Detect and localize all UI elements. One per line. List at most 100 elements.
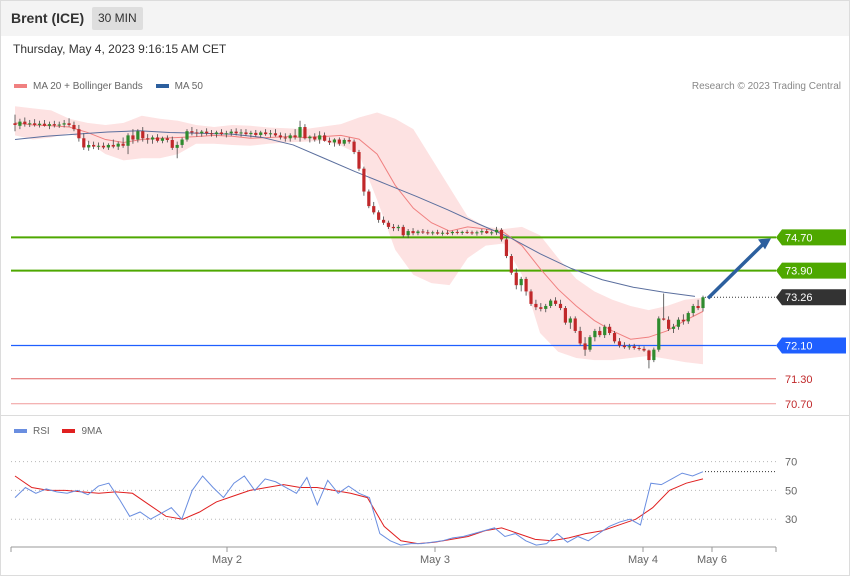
- level-tag-74.70: [776, 229, 846, 246]
- candle-body: [411, 231, 415, 234]
- candle-body: [165, 138, 169, 140]
- candle-body: [33, 123, 37, 125]
- ma20-legend-label: MA 20 + Bollinger Bands: [33, 81, 143, 92]
- candle-body: [47, 124, 51, 126]
- x-tick-label: May 2: [212, 554, 242, 566]
- level-tag-73.26: [776, 289, 846, 306]
- candle-body: [637, 348, 641, 349]
- candle-body: [539, 307, 543, 309]
- candle-body: [214, 132, 219, 135]
- candle-body: [244, 132, 248, 135]
- candle-body: [72, 124, 76, 130]
- candle-body: [352, 141, 356, 153]
- candle-body: [337, 139, 341, 144]
- rsi-ma-line: [14, 475, 704, 545]
- candle-body: [293, 135, 297, 138]
- candle-body: [681, 319, 685, 322]
- rsi-tick-label-70: 70: [785, 457, 797, 469]
- candle-body: [308, 136, 312, 139]
- candle-body: [480, 231, 484, 233]
- candle-body: [205, 131, 209, 134]
- candle-body: [686, 313, 690, 322]
- rsi-ma-legend-label: 9MA: [81, 426, 103, 437]
- candle-body: [116, 143, 120, 147]
- candle-body: [141, 131, 145, 139]
- candle-body: [342, 139, 346, 144]
- candle-body: [509, 256, 513, 273]
- timeframe-button[interactable]: 30 MIN: [92, 7, 143, 30]
- candle-body: [652, 349, 656, 361]
- candle-body: [622, 345, 626, 348]
- candle-body: [160, 138, 165, 141]
- projection-arrow-line: [706, 241, 767, 300]
- candle-body: [273, 133, 278, 136]
- candle-body: [657, 318, 661, 350]
- ma50-line: [14, 130, 696, 297]
- candle-body: [288, 135, 292, 139]
- candle-body: [578, 330, 582, 344]
- candle-body: [431, 232, 435, 234]
- level-tag-72.10: [776, 337, 846, 354]
- level-label-73.26: 73.26: [785, 292, 813, 304]
- candle-body: [347, 139, 351, 142]
- candle-body: [440, 232, 445, 234]
- panel-divider: [1, 415, 849, 416]
- rsi-legend: RSI 9MA: [14, 426, 102, 437]
- candle-body: [303, 127, 307, 139]
- candle-body: [598, 330, 602, 336]
- candle-body: [82, 138, 86, 148]
- candle-body: [57, 124, 61, 126]
- candle-body: [642, 348, 646, 351]
- candle-body: [372, 206, 376, 213]
- candle-body: [268, 133, 273, 135]
- candle-body: [92, 144, 96, 147]
- candle-body: [406, 231, 410, 236]
- candle-body: [450, 231, 454, 234]
- candle-body: [52, 124, 56, 126]
- projection-arrow-head: [758, 238, 771, 250]
- candle-body: [170, 139, 174, 148]
- rsi-line: [14, 471, 704, 546]
- candle-body: [229, 131, 233, 134]
- candle-body: [421, 231, 425, 233]
- candle-body: [136, 131, 140, 140]
- candle-body: [662, 318, 666, 320]
- candle-body: [367, 191, 371, 207]
- candle-body: [612, 333, 617, 342]
- candle-body: [603, 326, 607, 336]
- candle-body: [362, 168, 366, 192]
- rsi-ma-swatch: [62, 429, 76, 434]
- candle-body: [185, 131, 189, 140]
- candle-body: [701, 297, 705, 309]
- candle-body: [381, 219, 386, 223]
- candle-body: [593, 330, 597, 338]
- candle-body: [524, 278, 528, 292]
- candle-body: [96, 145, 101, 147]
- candle-body: [495, 229, 499, 233]
- candle-body: [111, 144, 115, 147]
- candle-body: [234, 131, 238, 134]
- candle-body: [259, 132, 263, 135]
- candle-body: [318, 135, 322, 140]
- candle-body: [357, 152, 361, 169]
- candle-body: [180, 139, 184, 145]
- candle-body: [190, 131, 194, 133]
- candle-body: [671, 326, 676, 329]
- level-label-71.30: 71.30: [785, 374, 813, 386]
- rsi-tick-label-30: 30: [785, 514, 797, 526]
- candle-body: [377, 212, 381, 220]
- candle-body: [249, 132, 253, 135]
- candle-body: [386, 222, 391, 227]
- candle-body: [209, 133, 214, 135]
- candle-body: [327, 140, 332, 143]
- candle-body: [549, 300, 553, 306]
- candle-body: [151, 137, 155, 140]
- candle-body: [529, 291, 533, 304]
- candle-body: [200, 131, 204, 134]
- candle-body: [219, 132, 223, 135]
- candle-body: [617, 341, 622, 346]
- candle-body: [465, 231, 469, 233]
- candle-body: [588, 337, 592, 350]
- candle-body: [278, 135, 282, 138]
- level-tag-73.90: [776, 262, 846, 279]
